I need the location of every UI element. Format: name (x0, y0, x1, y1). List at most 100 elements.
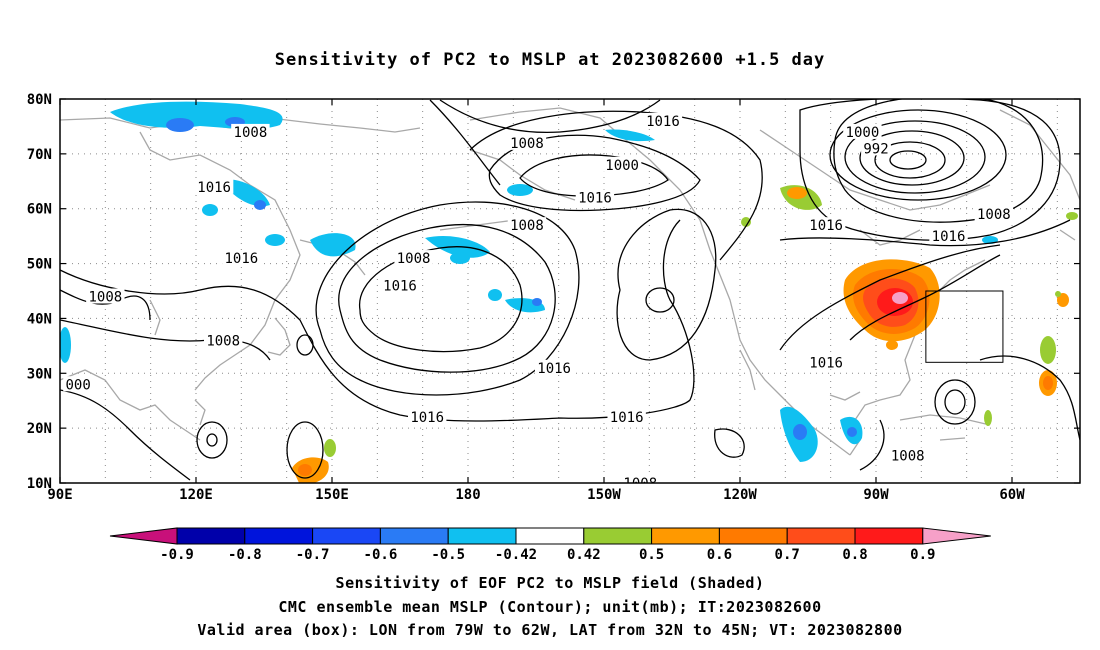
contour-label-bg (888, 447, 927, 463)
colorbar-low-triangle (109, 527, 178, 545)
colorbar-swatch (651, 527, 720, 545)
colorbar-label: -0.8 (228, 547, 262, 563)
colorbar-label: 0.6 (707, 547, 732, 563)
contour-label: 1016 (646, 114, 680, 130)
contour-label: 1016 (809, 355, 843, 371)
contour-label: 992 (863, 141, 888, 157)
latitude-tick-label: 60N (27, 202, 52, 218)
colorbar-label: -0.42 (495, 547, 537, 563)
colorbar-swatch (244, 527, 314, 545)
latitude-tick-label: 40N (27, 311, 52, 327)
longitude-tick-label: 90W (863, 487, 889, 503)
colorbar-swatch (583, 527, 653, 545)
colorbar-swatch (176, 527, 246, 545)
contour-label: 1008 (206, 333, 240, 349)
contour-label: 1016 (932, 229, 966, 245)
contour-label: 1008 (88, 289, 122, 305)
contour-label: 1016 (383, 279, 417, 295)
contour-label: 1008 (977, 207, 1011, 223)
colorbar-high-triangle (922, 527, 991, 545)
colorbar-swatch (854, 527, 924, 545)
contour-label-bg (507, 217, 547, 233)
contour-label: 1016 (410, 410, 444, 426)
colorbar-label: 0.5 (639, 547, 664, 563)
longitude-tick-label: 120E (179, 487, 213, 503)
latitude-tick-label: 30N (27, 366, 52, 382)
contour-label-bg (974, 206, 1014, 222)
contour-label: 1008 (891, 449, 925, 465)
axis-ticks (59, 98, 1080, 484)
colorbar-swatch (515, 527, 585, 545)
caption-shading: Sensitivity of EOF PC2 to MSLP field (Sh… (335, 574, 765, 592)
contour-label-bg (843, 123, 882, 139)
contour-label-bg (394, 250, 433, 266)
latitude-tick-label: 10N (27, 476, 52, 492)
longitude-tick-label: 150E (315, 487, 349, 503)
colorbar: -0.9 -0.8 -0.7 -0.6 -0.5 -0.42 0.42 0.5 0.6 0.7 0.… (109, 527, 991, 563)
colorbar-swatch (786, 527, 856, 545)
longitude-tick-label: 150W (587, 487, 621, 503)
longitude-tick-label: 180 (455, 487, 480, 503)
mslp-contours (60, 99, 1080, 481)
latitude-tick-label: 80N (27, 92, 52, 108)
contour-label: 1008 (510, 218, 544, 234)
contour-label-bg (621, 475, 660, 483)
longitude-labels: 90E 120E 150E 180 150W 120W 90W 60W (47, 487, 1025, 503)
contour-label-bg (507, 134, 547, 150)
contour-label-bg (602, 156, 642, 172)
contour-label: 1016 (224, 251, 258, 267)
contour-label-bg (806, 217, 846, 233)
colorbar-label: -0.9 (160, 547, 194, 563)
contour-label: 1016 (197, 180, 231, 196)
contour-label: 1000 (605, 158, 639, 174)
contour-label-bg (380, 277, 420, 293)
contour-label: 1000 (846, 125, 880, 141)
contour-label-bg (231, 123, 270, 139)
longitude-tick-label: 90E (47, 487, 72, 503)
latitude-labels: 80N 70N 60N 50N 40N 30N 20N 10N (27, 92, 52, 492)
contour-label-bg (643, 112, 683, 128)
contour-label: 000 (65, 377, 90, 393)
latitude-tick-label: 70N (27, 147, 52, 163)
caption-valid-area: Valid area (box): LON from 79W to 62W, L… (197, 621, 903, 639)
contour-label: 1008 (623, 476, 657, 492)
colorbar-label: -0.5 (431, 547, 465, 563)
map-frame (59, 98, 1081, 484)
longitude-tick-label: 120W (723, 487, 757, 503)
contour-label-bg (534, 359, 574, 375)
contour-label-bg (194, 178, 234, 194)
contour-label-bg (575, 189, 615, 205)
contour-label-bg (86, 288, 125, 304)
contour-label-bg (222, 250, 261, 266)
contour-label: 1008 (510, 136, 544, 152)
contour-label-bg (607, 409, 646, 425)
colorbar-label: 0.42 (567, 547, 601, 563)
colorbar-swatch (718, 527, 788, 545)
map-title: Sensitivity of PC2 to MSLP at 2023082600… (274, 50, 826, 70)
colorbar-swatch (379, 527, 449, 545)
contour-label: 1008 (397, 251, 431, 267)
valid-area-box (925, 290, 1004, 363)
positive-sensitivity-shading (292, 185, 1078, 483)
latitude-tick-label: 50N (27, 257, 52, 273)
contour-label-bg (408, 409, 447, 425)
contour-label-bg (929, 228, 968, 244)
colorbar-swatch (447, 527, 517, 545)
contour-label-bg (63, 376, 94, 392)
colorbar-label: 0.7 (775, 547, 800, 563)
colorbar-label: -0.7 (296, 547, 330, 563)
contour-label: 1016 (809, 218, 843, 234)
caption-contour: CMC ensemble mean MSLP (Contour); unit(m… (278, 598, 822, 616)
contour-label-bg (861, 140, 891, 156)
map-plot-area: 1008 1016 1016 1008 1008 000 1008 1016 1016 1016 1… (60, 99, 1080, 492)
contour-label-bg (806, 354, 846, 370)
contour-label: 1016 (537, 361, 571, 377)
contour-label-bg (204, 332, 243, 348)
contour-label: 1016 (578, 191, 612, 207)
colorbar-swatch (312, 527, 381, 545)
colorbar-label: 0.8 (842, 547, 867, 563)
colorbar-label: -0.6 (364, 547, 398, 563)
longitude-tick-label: 60W (999, 487, 1025, 503)
colorbar-label: 0.9 (910, 547, 935, 563)
